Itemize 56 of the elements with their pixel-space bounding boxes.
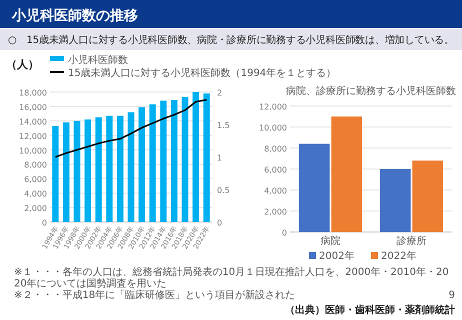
y-tick-label: 10,000 <box>19 146 47 156</box>
y-tick-label: 4,000 <box>264 186 287 196</box>
bar <box>74 120 80 222</box>
y-tick-label: 12,000 <box>19 132 47 141</box>
bar <box>160 100 167 222</box>
bar <box>95 117 102 222</box>
y2-tick-label: 0 <box>217 218 222 228</box>
chart-title: 小児科医師数の推移 <box>11 8 138 24</box>
bar <box>298 144 330 232</box>
y-tick-label: 0 <box>42 218 47 228</box>
y-tick-label: 8,000 <box>24 160 47 170</box>
bar <box>106 116 113 222</box>
chart-title: 病院、診療所に勤務する小児科医師数 <box>286 85 456 97</box>
y-tick-label: 0 <box>282 228 287 238</box>
y-tick-label: 4,000 <box>24 190 47 199</box>
y2-tick-label: 0.5 <box>217 186 230 195</box>
bar <box>192 92 200 222</box>
bar <box>331 116 362 232</box>
y-tick-label: 10,000 <box>259 124 287 132</box>
x-tick-label: 診療所 <box>396 235 426 247</box>
y2-tick-label: 1 <box>217 154 222 162</box>
text: （出典）医師・歯科医師・薬剤師統計 <box>285 304 455 316</box>
legend-label: 15歳未満人口に対する小児科医師数（1994年を１とする） <box>68 67 336 79</box>
text: ※１・・・各年の人口は、総務省統計局発表の10月１日現在推計人口を、2000年・2010年・2020年については国勢調査を用いた <box>14 266 449 290</box>
bar <box>116 116 124 222</box>
bar <box>84 119 92 222</box>
y-tick-label: 14,000 <box>19 117 47 126</box>
y-tick-label: 16,000 <box>19 102 47 112</box>
y-axis-title: （人） <box>6 58 39 71</box>
bar <box>412 160 444 232</box>
y2-tick-label: 2 <box>217 88 222 98</box>
legend-label: 2022年 <box>381 250 416 262</box>
text: ※２・・・平成18年に「臨床研修医」という項目が新設された <box>14 289 296 301</box>
bar <box>52 126 59 222</box>
bar <box>182 97 188 222</box>
bar <box>128 112 134 222</box>
y2-tick-label: 1.5 <box>217 121 230 130</box>
bar <box>203 93 210 222</box>
bar <box>149 104 156 222</box>
bar <box>170 100 178 222</box>
y-tick-label: 8,000 <box>264 144 287 154</box>
bar <box>380 169 411 232</box>
y-tick-label: 2,000 <box>264 208 287 216</box>
chart-subtitle: ○ 15歳未満人口に対する小児科医師数、病院・診療所に勤務する小児科医師数は、増加している。 <box>8 34 454 46</box>
legend-label: 2002年 <box>319 250 354 262</box>
y-tick-label: 18,000 <box>19 88 47 98</box>
y-tick-label: 12,000 <box>259 102 287 112</box>
line-series <box>54 99 208 158</box>
legend-label: 小児科医師数 <box>68 54 128 66</box>
bar <box>138 107 146 222</box>
y-tick-label: 6,000 <box>24 175 47 184</box>
text: 9 <box>448 290 455 301</box>
x-tick-label: 病院 <box>320 235 340 247</box>
bar <box>62 122 70 222</box>
y-tick-label: 6,000 <box>264 166 287 174</box>
y-tick-label: 2,000 <box>24 204 47 214</box>
